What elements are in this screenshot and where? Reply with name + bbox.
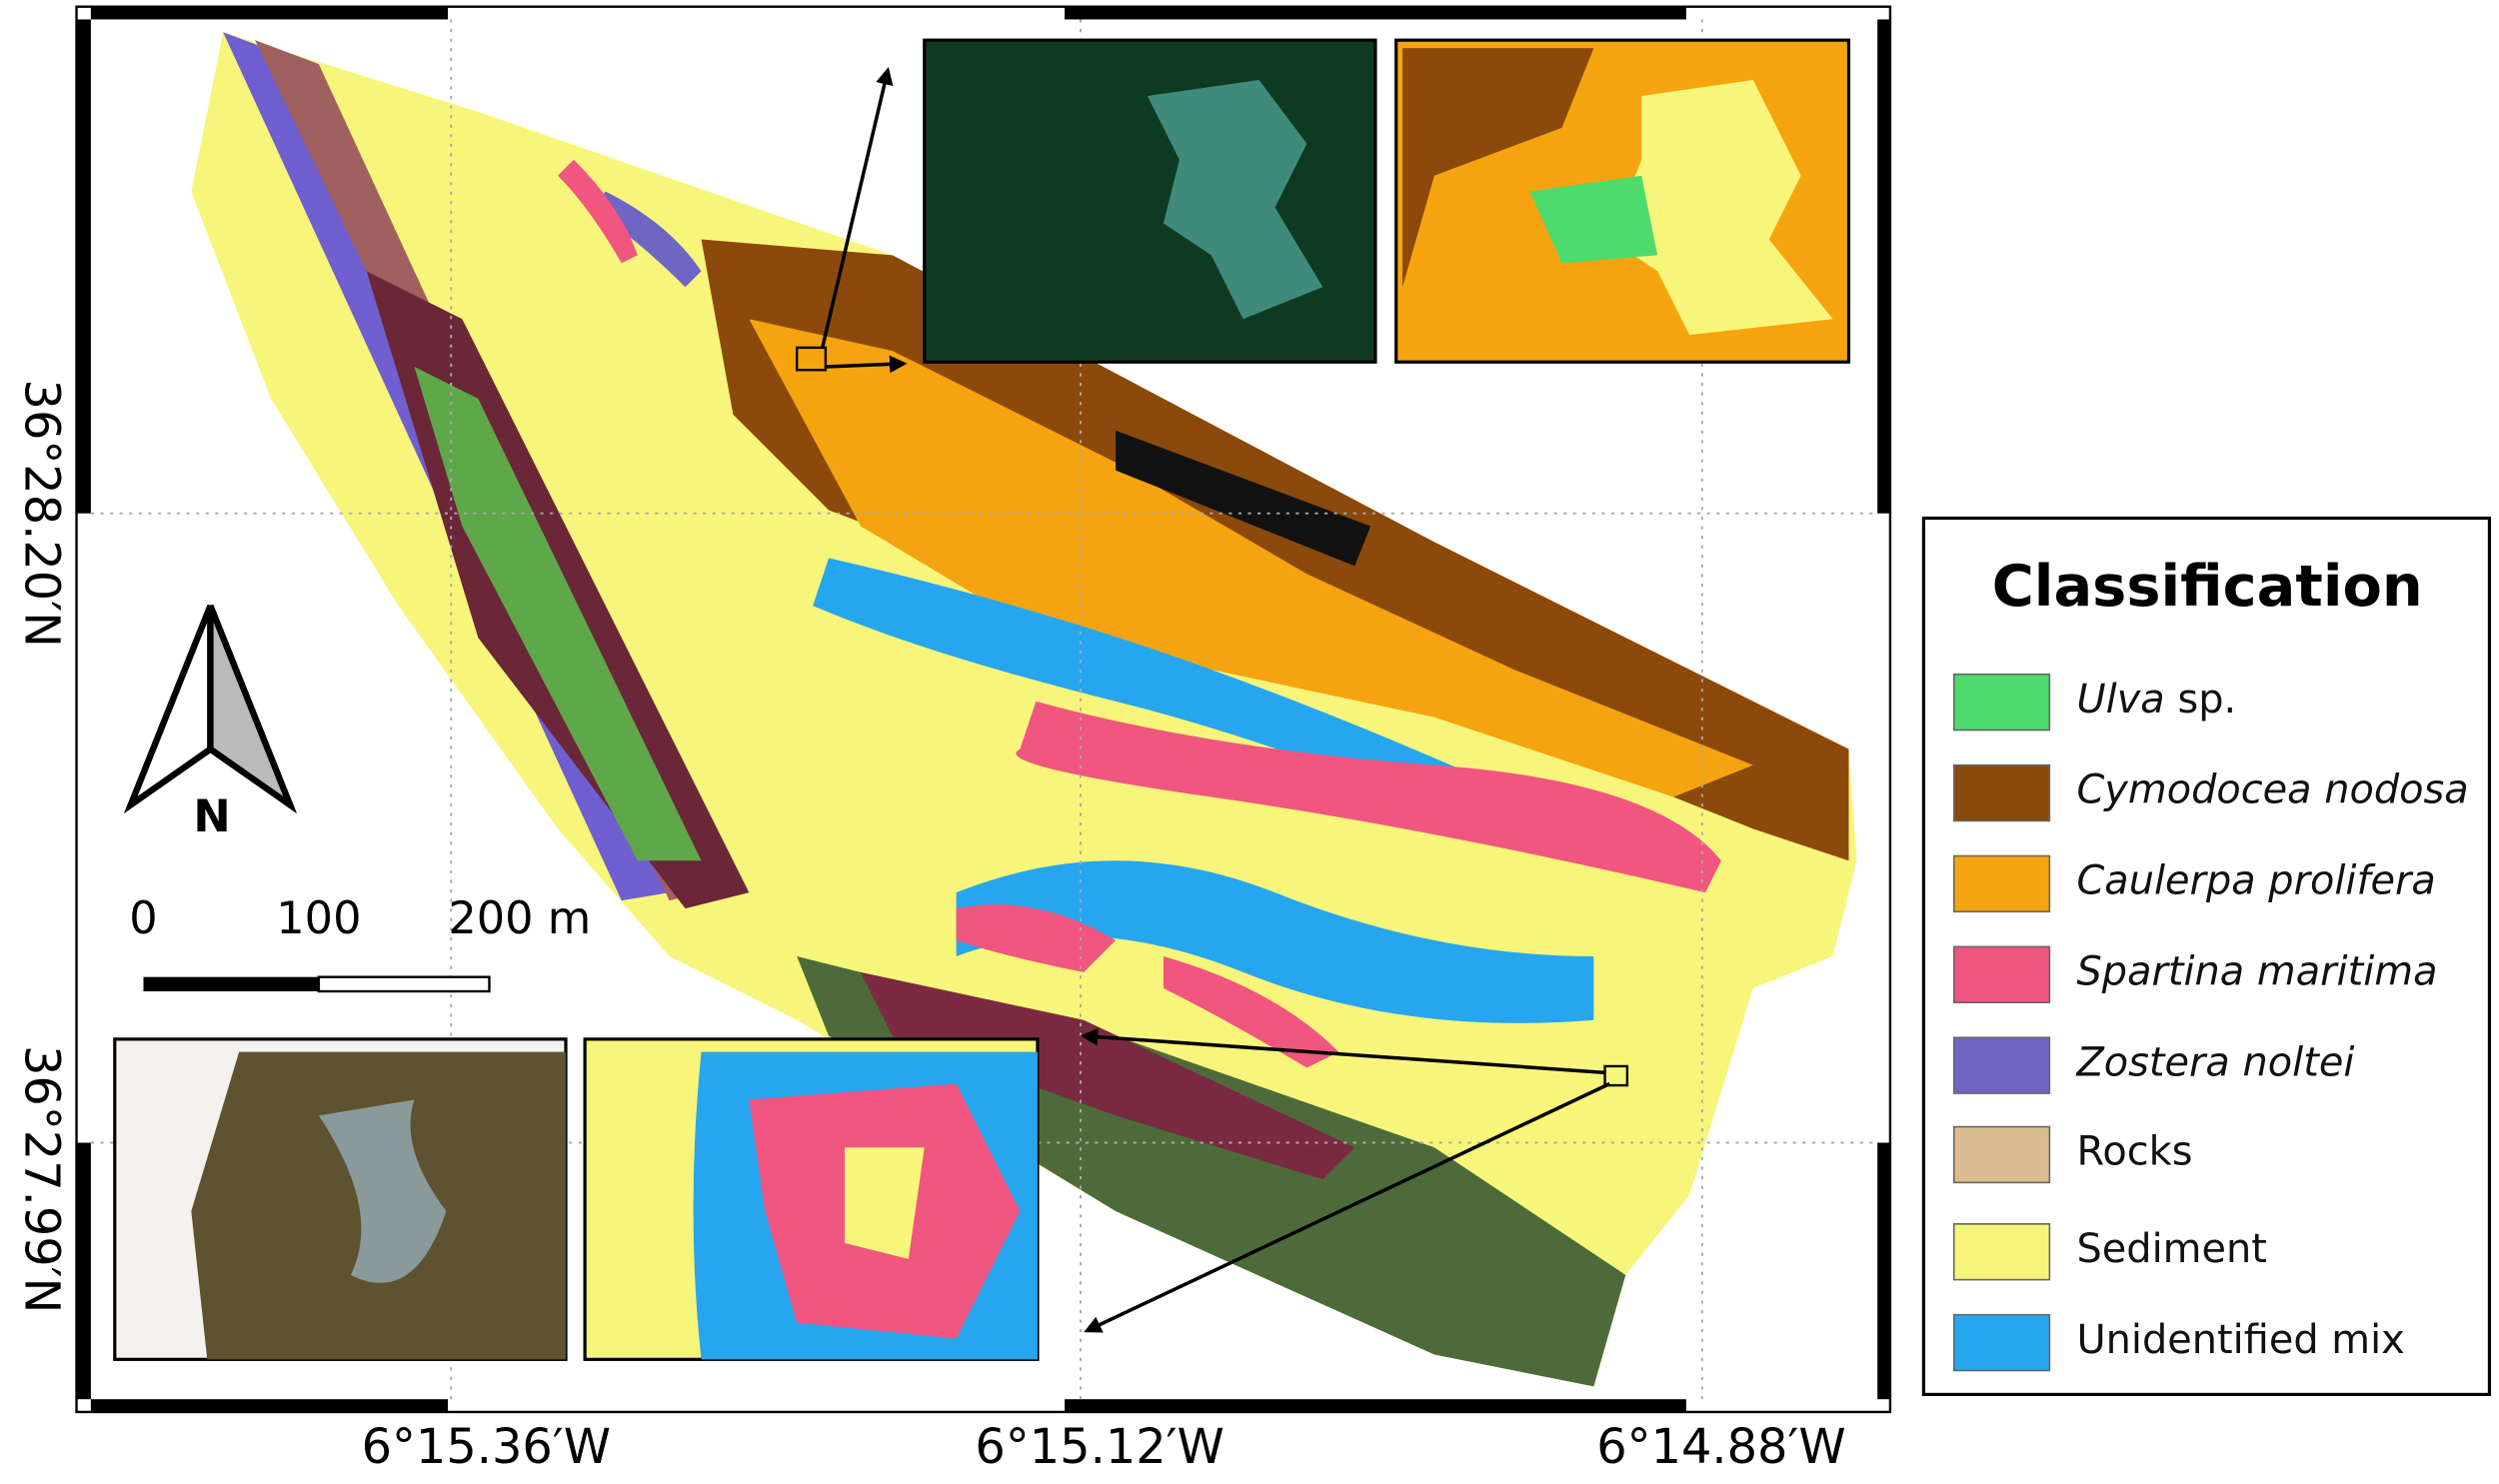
legend-swatch	[1952, 854, 2051, 913]
legend-label-plain: sp.	[2177, 676, 2236, 722]
legend-label: Cymodocea nodosa	[2076, 766, 2468, 812]
inset-bottom-rgb	[113, 1037, 568, 1361]
legend-label: Ulva sp.	[2076, 676, 2236, 722]
north-label: N	[193, 790, 230, 842]
north-arrow: N	[123, 604, 298, 842]
legend-title: Classification	[1992, 553, 2423, 620]
legend-swatch	[1952, 1125, 2051, 1184]
inset-top-class	[1394, 38, 1851, 364]
legend-swatch	[1952, 763, 2051, 822]
legend-label: Unidentified mix	[2076, 1316, 2404, 1362]
legend-label-italic: Ulva	[2076, 676, 2164, 722]
legend-label-italic: Caulerpa prolifera	[2076, 857, 2435, 903]
legend-swatch	[1952, 1036, 2051, 1094]
legend-swatch	[1952, 1223, 2051, 1281]
lat-label: 36°27.99′N	[13, 1045, 68, 1313]
legend-label-plain: Rocks	[2076, 1128, 2192, 1174]
scale-label: 100	[276, 892, 361, 944]
legend-label: Caulerpa prolifera	[2076, 857, 2435, 903]
scale-label: 200 m	[448, 892, 591, 944]
lon-label: 6°15.36′W	[362, 1420, 611, 1475]
legend: Classification Ulva sp. Cymodocea nodosa Ca…	[1921, 516, 2492, 1396]
legend-label-plain: Sediment	[2076, 1225, 2266, 1271]
callout-arrows	[795, 67, 1629, 1333]
scale-bar: 0 100 200 m	[129, 892, 591, 993]
legend-label-italic: Zostera noltei	[2075, 1039, 2354, 1085]
inset-top-rgb	[923, 38, 1377, 364]
lat-label: 36°28.20′N	[13, 380, 68, 648]
legend-label-italic: Cymodocea nodosa	[2076, 766, 2468, 812]
legend-label: Zostera noltei	[2075, 1039, 2354, 1085]
legend-label-plain: Unidentified mix	[2076, 1316, 2404, 1362]
lon-label: 6°14.88′W	[1596, 1420, 1845, 1475]
scale-label: 0	[129, 892, 157, 944]
frame-ticks	[76, 6, 1890, 1412]
legend-swatch	[1952, 673, 2051, 732]
lon-label: 6°15.12′W	[975, 1420, 1224, 1475]
legend-swatch	[1952, 945, 2051, 1003]
inset-bottom-class	[583, 1037, 1040, 1361]
legend-label: Sediment	[2076, 1225, 2266, 1271]
legend-label-italic: Spartina maritima	[2076, 948, 2437, 994]
legend-label: Spartina maritima	[2076, 948, 2437, 994]
legend-swatch	[1952, 1313, 2051, 1372]
legend-label: Rocks	[2076, 1128, 2192, 1174]
